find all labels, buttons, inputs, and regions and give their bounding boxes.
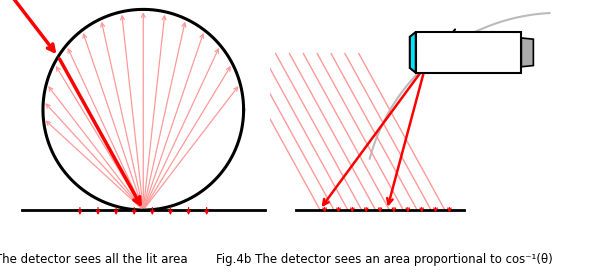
- Polygon shape: [410, 32, 416, 73]
- Polygon shape: [521, 38, 533, 67]
- Polygon shape: [416, 32, 521, 73]
- Text: Fig.4a The detector sees all the lit area: Fig.4a The detector sees all the lit are…: [0, 253, 188, 266]
- Text: Fig.4b The detector sees an area proportional to cos⁻¹(θ): Fig.4b The detector sees an area proport…: [215, 253, 553, 266]
